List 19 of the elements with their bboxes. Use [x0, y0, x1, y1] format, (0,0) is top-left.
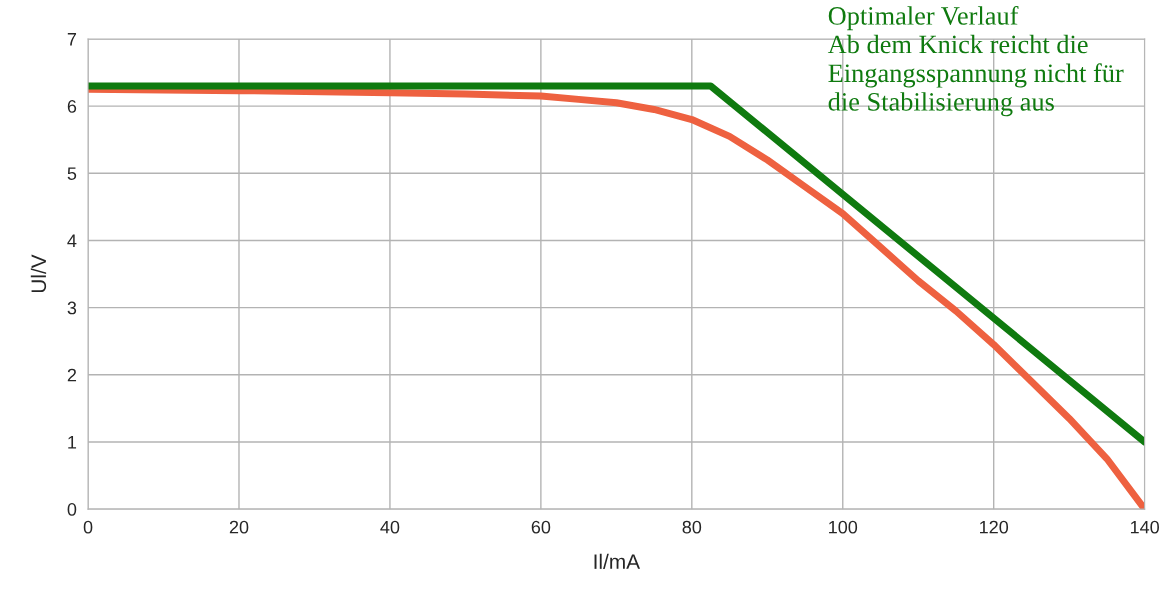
y-tick-label: 0 — [67, 503, 77, 516]
y-tick-label: 4 — [67, 234, 77, 247]
y-tick-label: 1 — [68, 436, 77, 449]
y-tick-label: 7 — [67, 33, 77, 46]
x-tick-label: 80 — [682, 520, 702, 534]
annotation: Optimaler Verlauf Ab dem Knick reicht die Eingangsspannung nicht für die Stabilisierung aus — [827, 5, 1124, 117]
x-tick-label: 40 — [380, 520, 400, 534]
x-axis-title: Il/mA — [594, 553, 641, 570]
x-tick-label: 140 — [1130, 520, 1160, 534]
y-tick-label: 3 — [67, 301, 77, 315]
y-tick-label: 5 — [67, 167, 77, 180]
y-tick-label: 6 — [67, 100, 77, 113]
y-axis-title: Ul/V — [30, 254, 47, 293]
x-tick-label: 100 — [829, 520, 858, 534]
y-tick-label: 2 — [67, 368, 77, 382]
x-tick-label: 0 — [83, 520, 93, 534]
x-tick-label: 20 — [229, 520, 249, 534]
x-tick-label: 120 — [980, 520, 1009, 534]
x-tick-label: 60 — [531, 520, 551, 534]
